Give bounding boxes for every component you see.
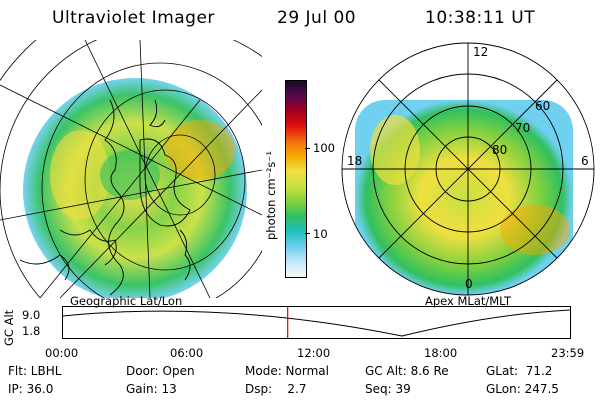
- left-panel-caption: Geographic Lat/Lon: [70, 294, 183, 308]
- lat-lon-grid: [0, 40, 262, 298]
- polar-image-panel: 12 18 6 0 60 70 80: [341, 42, 595, 296]
- mlat-label-70: 70: [515, 121, 530, 135]
- time-label: 10:38:11 UT: [425, 8, 536, 28]
- mlt-label-6: 6: [581, 154, 589, 168]
- coastlines: [19, 99, 191, 296]
- timeline-xtick-0000: 00:00: [45, 346, 79, 360]
- info-glat: GLat: 71.2: [486, 364, 553, 378]
- colorbar-tick-10: 10: [313, 227, 328, 241]
- info-dsp: Dsp: 2.7: [245, 382, 307, 396]
- timeline-xtick-1800: 18:00: [424, 346, 458, 360]
- polar-grid: [341, 42, 595, 296]
- mlat-label-80: 80: [492, 143, 507, 157]
- info-seq: Seq: 39: [365, 382, 411, 396]
- orbit-timeline: [62, 306, 571, 339]
- info-glon: GLon: 247.5: [486, 382, 559, 396]
- info-door: Door: Open: [126, 364, 195, 378]
- date-label: 29 Jul 00: [277, 8, 357, 28]
- colorbar-unit-label: photon cm⁻²s⁻¹: [264, 151, 278, 240]
- info-mode: Mode: Normal: [245, 364, 329, 378]
- geographic-image-panel: [0, 40, 262, 298]
- mlt-label-18: 18: [347, 154, 362, 168]
- instrument-title: Ultraviolet Imager: [52, 8, 215, 28]
- timeline-xtick-0600: 06:00: [170, 346, 204, 360]
- timeline-ytick-high: 9.0: [22, 308, 41, 322]
- timeline-ylabel: GC Alt: [2, 309, 16, 346]
- mlt-label-0: 0: [465, 277, 473, 291]
- mlt-label-12: 12: [473, 45, 488, 59]
- info-gain: Gain: 13: [126, 382, 177, 396]
- color-bar: [285, 80, 307, 278]
- info-ip: IP: 36.0: [8, 382, 54, 396]
- orbit-altitude-curve: [62, 309, 571, 337]
- timeline-xtick-2359: 23:59: [551, 346, 585, 360]
- mlat-label-60: 60: [535, 99, 550, 113]
- info-gcalt: GC Alt: 8.6 Re: [365, 364, 449, 378]
- colorbar-tick-100: 100: [313, 141, 335, 155]
- right-panel-caption: Apex MLat/MLT: [425, 294, 512, 308]
- info-flt: Flt: LBHL: [8, 364, 62, 378]
- timeline-ytick-low: 1.8: [22, 324, 41, 338]
- timeline-xtick-1200: 12:00: [297, 346, 331, 360]
